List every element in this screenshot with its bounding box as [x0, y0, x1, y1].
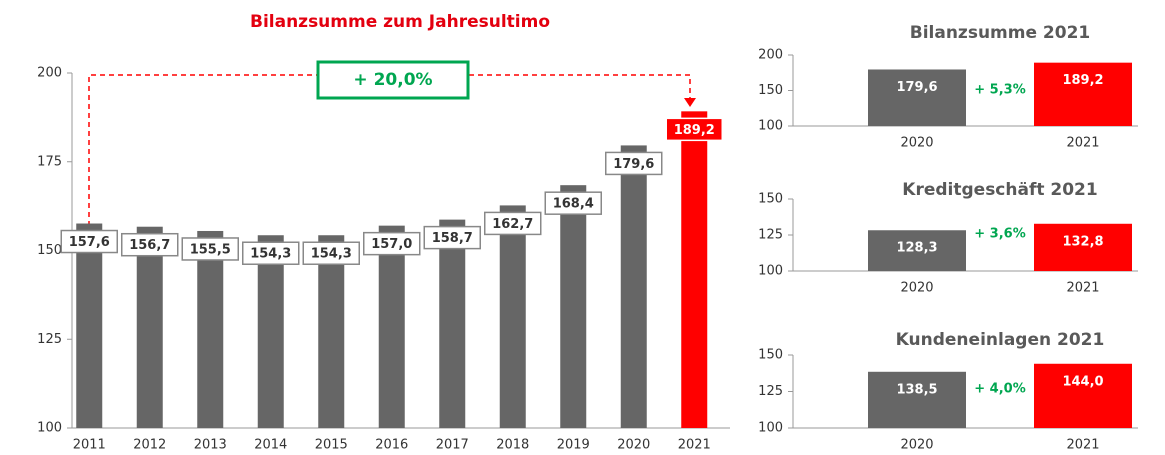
- value-label-box: [302, 241, 360, 265]
- bar: [499, 205, 526, 428]
- bar: [681, 111, 708, 428]
- x-tick-label: 2020: [900, 438, 933, 453]
- y-tick-label: 200: [758, 48, 783, 63]
- bar: [439, 219, 466, 428]
- value-label: 144,0: [1062, 374, 1103, 389]
- value-label: 179,6: [613, 157, 654, 172]
- x-tick-label: 2020: [617, 438, 650, 453]
- value-label-box: [363, 231, 421, 256]
- x-tick-label: 2014: [254, 438, 287, 453]
- bar: [76, 223, 103, 428]
- annotation: + 4,0%: [974, 382, 1025, 397]
- bar: [560, 185, 587, 428]
- value-label: 128,3: [896, 241, 937, 256]
- value-label-box: [242, 241, 300, 265]
- value-label: 158,7: [432, 231, 473, 246]
- value-label-box: [484, 211, 542, 236]
- y-tick-label: 200: [37, 66, 62, 81]
- bar: [868, 230, 966, 271]
- value-label: 132,8: [1062, 234, 1103, 249]
- x-tick-label: 2017: [436, 438, 469, 453]
- y-tick-label: 100: [758, 421, 783, 436]
- y-tick-label: 175: [37, 154, 62, 169]
- bar: [318, 235, 345, 428]
- bar: [1034, 363, 1132, 428]
- value-label-box: [605, 151, 663, 176]
- value-label: 156,7: [129, 238, 170, 253]
- value-label: 157,6: [69, 235, 110, 250]
- value-label: 179,6: [896, 80, 937, 95]
- x-tick-label: 2021: [1066, 136, 1099, 151]
- annotation: + 5,3%: [974, 83, 1025, 98]
- x-tick-label: 2019: [557, 438, 590, 453]
- bar: [868, 371, 966, 428]
- x-tick-label: 2020: [900, 281, 933, 296]
- growth-box: [316, 60, 470, 100]
- x-tick-label: 2013: [194, 438, 227, 453]
- x-tick-label: 2020: [900, 136, 933, 151]
- value-label: 162,7: [492, 217, 533, 232]
- bar: [378, 225, 405, 428]
- x-tick-label: 2021: [1066, 438, 1099, 453]
- value-label-box: [181, 237, 239, 261]
- chart-title: Bilanzsumme zum Jahresultimo: [250, 12, 550, 32]
- y-tick-label: 150: [758, 83, 783, 98]
- value-label: 138,5: [896, 382, 937, 397]
- x-tick-label: 2021: [1066, 281, 1099, 296]
- y-tick-label: 100: [37, 421, 62, 436]
- chart-title: Bilanzsumme 2021: [910, 23, 1091, 43]
- value-label-box: [423, 225, 481, 250]
- value-label: 189,2: [1062, 73, 1103, 88]
- annotation: + 20,0%: [353, 70, 432, 90]
- value-label: 155,5: [190, 242, 231, 257]
- bar: [1034, 62, 1132, 126]
- y-tick-label: 150: [37, 243, 62, 258]
- chart-title: Kreditgeschäft 2021: [902, 180, 1097, 200]
- value-label-box: [665, 117, 723, 142]
- y-tick-label: 125: [758, 384, 783, 399]
- x-tick-label: 2011: [73, 438, 106, 453]
- value-label-box: [544, 191, 602, 215]
- bar: [136, 226, 163, 428]
- bar: [257, 235, 284, 428]
- y-tick-label: 125: [758, 228, 783, 243]
- value-label: 189,2: [674, 123, 715, 138]
- y-tick-label: 100: [758, 264, 783, 279]
- annotation: + 3,6%: [974, 227, 1025, 242]
- bar: [620, 145, 647, 429]
- value-label: 154,3: [250, 247, 291, 262]
- y-tick-label: 100: [758, 119, 783, 134]
- bar: [1034, 223, 1132, 271]
- value-label-box: [121, 232, 179, 257]
- x-tick-label: 2021: [678, 438, 711, 453]
- growth-arrow: [684, 98, 696, 107]
- value-label-box: [60, 229, 118, 254]
- value-label: 154,3: [311, 247, 352, 262]
- bar: [868, 69, 966, 126]
- y-tick-label: 150: [758, 192, 783, 207]
- x-tick-label: 2018: [496, 438, 529, 453]
- chart-title: Kundeneinlagen 2021: [896, 330, 1105, 350]
- bar: [197, 230, 224, 428]
- y-tick-label: 150: [758, 348, 783, 363]
- x-tick-label: 2012: [133, 438, 166, 453]
- value-label: 168,4: [553, 197, 594, 212]
- y-tick-label: 125: [37, 332, 62, 347]
- value-label: 157,0: [371, 237, 412, 252]
- x-tick-label: 2015: [315, 438, 348, 453]
- x-tick-label: 2016: [375, 438, 408, 453]
